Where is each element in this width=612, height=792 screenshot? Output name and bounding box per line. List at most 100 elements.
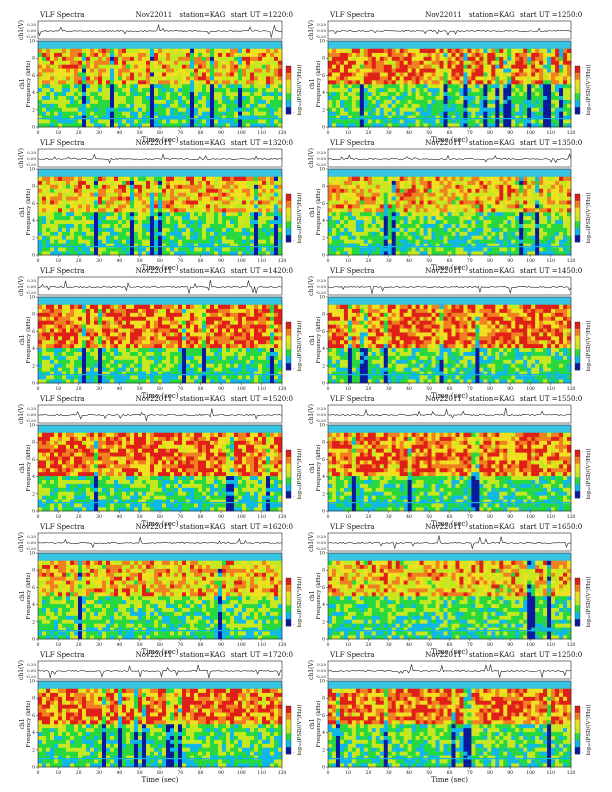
spectrogram-cell [46,196,51,201]
spectrogram-cell [122,196,127,201]
spectrogram-cell [507,251,512,256]
spectrogram-cell [507,243,512,248]
spectrogram-cell [547,243,552,248]
spectrogram-cell [431,64,436,69]
spectrogram-cell [395,180,400,185]
spectrogram-cell [230,235,235,240]
spectrogram-cell [278,99,283,104]
spectrogram-cell [359,76,365,81]
spectrogram-cell [214,64,219,69]
spectrogram-cell [262,68,267,73]
spectrogram-cell [503,52,508,57]
spectrogram-cell [234,111,239,116]
spectrogram-cell [371,223,377,228]
spectrogram-cell [543,247,548,252]
spectrogram-cell [379,76,385,81]
spectrogram-cell [70,235,75,240]
spectrogram-cell [379,107,385,112]
spectrogram-cell [491,208,496,213]
spectrogram-cell [355,76,361,81]
spectrogram-cell [118,80,123,85]
spectrogram-cell [222,227,227,232]
spectrogram-cell [50,215,55,221]
spectrogram-cell [483,243,488,248]
spectrogram-cell [479,83,484,89]
spectrogram-cell [535,52,540,57]
spectrogram-cell [102,56,107,61]
spectrogram-cell [90,227,95,232]
spectrogram-cell [126,235,131,240]
spectrogram-cell [98,227,103,232]
spectrogram-cell [262,243,267,248]
spectrogram-cell [110,231,115,236]
spectrogram-1350 [328,169,572,256]
spectrogram-cell [126,56,131,61]
spectrogram-cell [435,52,440,57]
spectrogram-cell [270,219,275,224]
spectrogram-cell [194,56,199,61]
spectrogram-cell [166,188,171,193]
spectrogram-cell [515,99,520,104]
spectrogram-cell [379,68,385,73]
spectrogram-cell [50,68,55,73]
spectrogram-cell [499,91,504,96]
spectrogram-cell [134,72,139,77]
spectrogram-cell [178,211,183,217]
spectrogram-cell [46,87,51,93]
spectrogram-cell [451,107,456,112]
spectrogram-cell [403,243,408,248]
spectrogram-cell [475,208,480,213]
time-axis-label-1220: Time (sec) [141,136,178,144]
spectrogram-cell [515,200,520,205]
spectrogram-cell [218,103,223,108]
spectrogram-cell [118,204,123,209]
spectrogram-cell [82,68,87,73]
spectrogram-cell [483,115,488,120]
spectrogram-cell [94,52,99,57]
spectrogram-cell [146,48,151,53]
spectrogram-cell [246,200,251,205]
spectrogram-cell [423,99,428,104]
freq-tick-label-1320: 10 [29,167,35,173]
spectrogram-cell [499,87,504,93]
spectrogram-cell [138,223,143,228]
spectrogram-cell [399,176,404,181]
spectrogram-cell [487,243,492,248]
spectrogram-cell [126,83,131,89]
spectrogram-cell [226,103,231,108]
spectrogram-cell [351,180,357,185]
spectrogram-cell [527,107,532,112]
spectrogram-cell [519,123,524,128]
spectrogram-cell [114,115,119,120]
spectrogram-cell [74,72,79,77]
spectrogram-cell [266,208,271,213]
spectrogram-cell [359,184,365,189]
spectrogram-cell [387,184,393,189]
spectrogram-cell [258,107,263,112]
spectrogram-cell [234,215,239,221]
spectrogram-cell [218,200,223,205]
spectrogram-cell [347,111,353,116]
spectrogram-cell [331,239,337,244]
spectrogram-cell [94,227,99,232]
spectrogram-cell [78,119,83,124]
spectrogram-cell [395,52,400,57]
spectrogram-cell [214,215,219,221]
spectrogram-cell [427,208,432,213]
spectrogram-cell [254,223,259,228]
spectrogram-cell [399,192,404,197]
spectrogram-cell [142,219,147,224]
spectrogram-cell [206,119,211,124]
spectrogram-cell [499,111,504,116]
spectrogram-cell [459,103,464,108]
spectrogram-cell [551,119,556,124]
spectrogram-cell [198,56,203,61]
spectrogram-cell [66,251,71,256]
spectrogram-cell [559,111,564,116]
spectrogram-cell [86,192,91,197]
spectrogram-cell [355,231,361,236]
spectrogram-cell [395,219,400,224]
spectrogram-cell [427,200,432,205]
spectrogram-cell [363,80,369,85]
spectrogram-cell [238,99,243,104]
